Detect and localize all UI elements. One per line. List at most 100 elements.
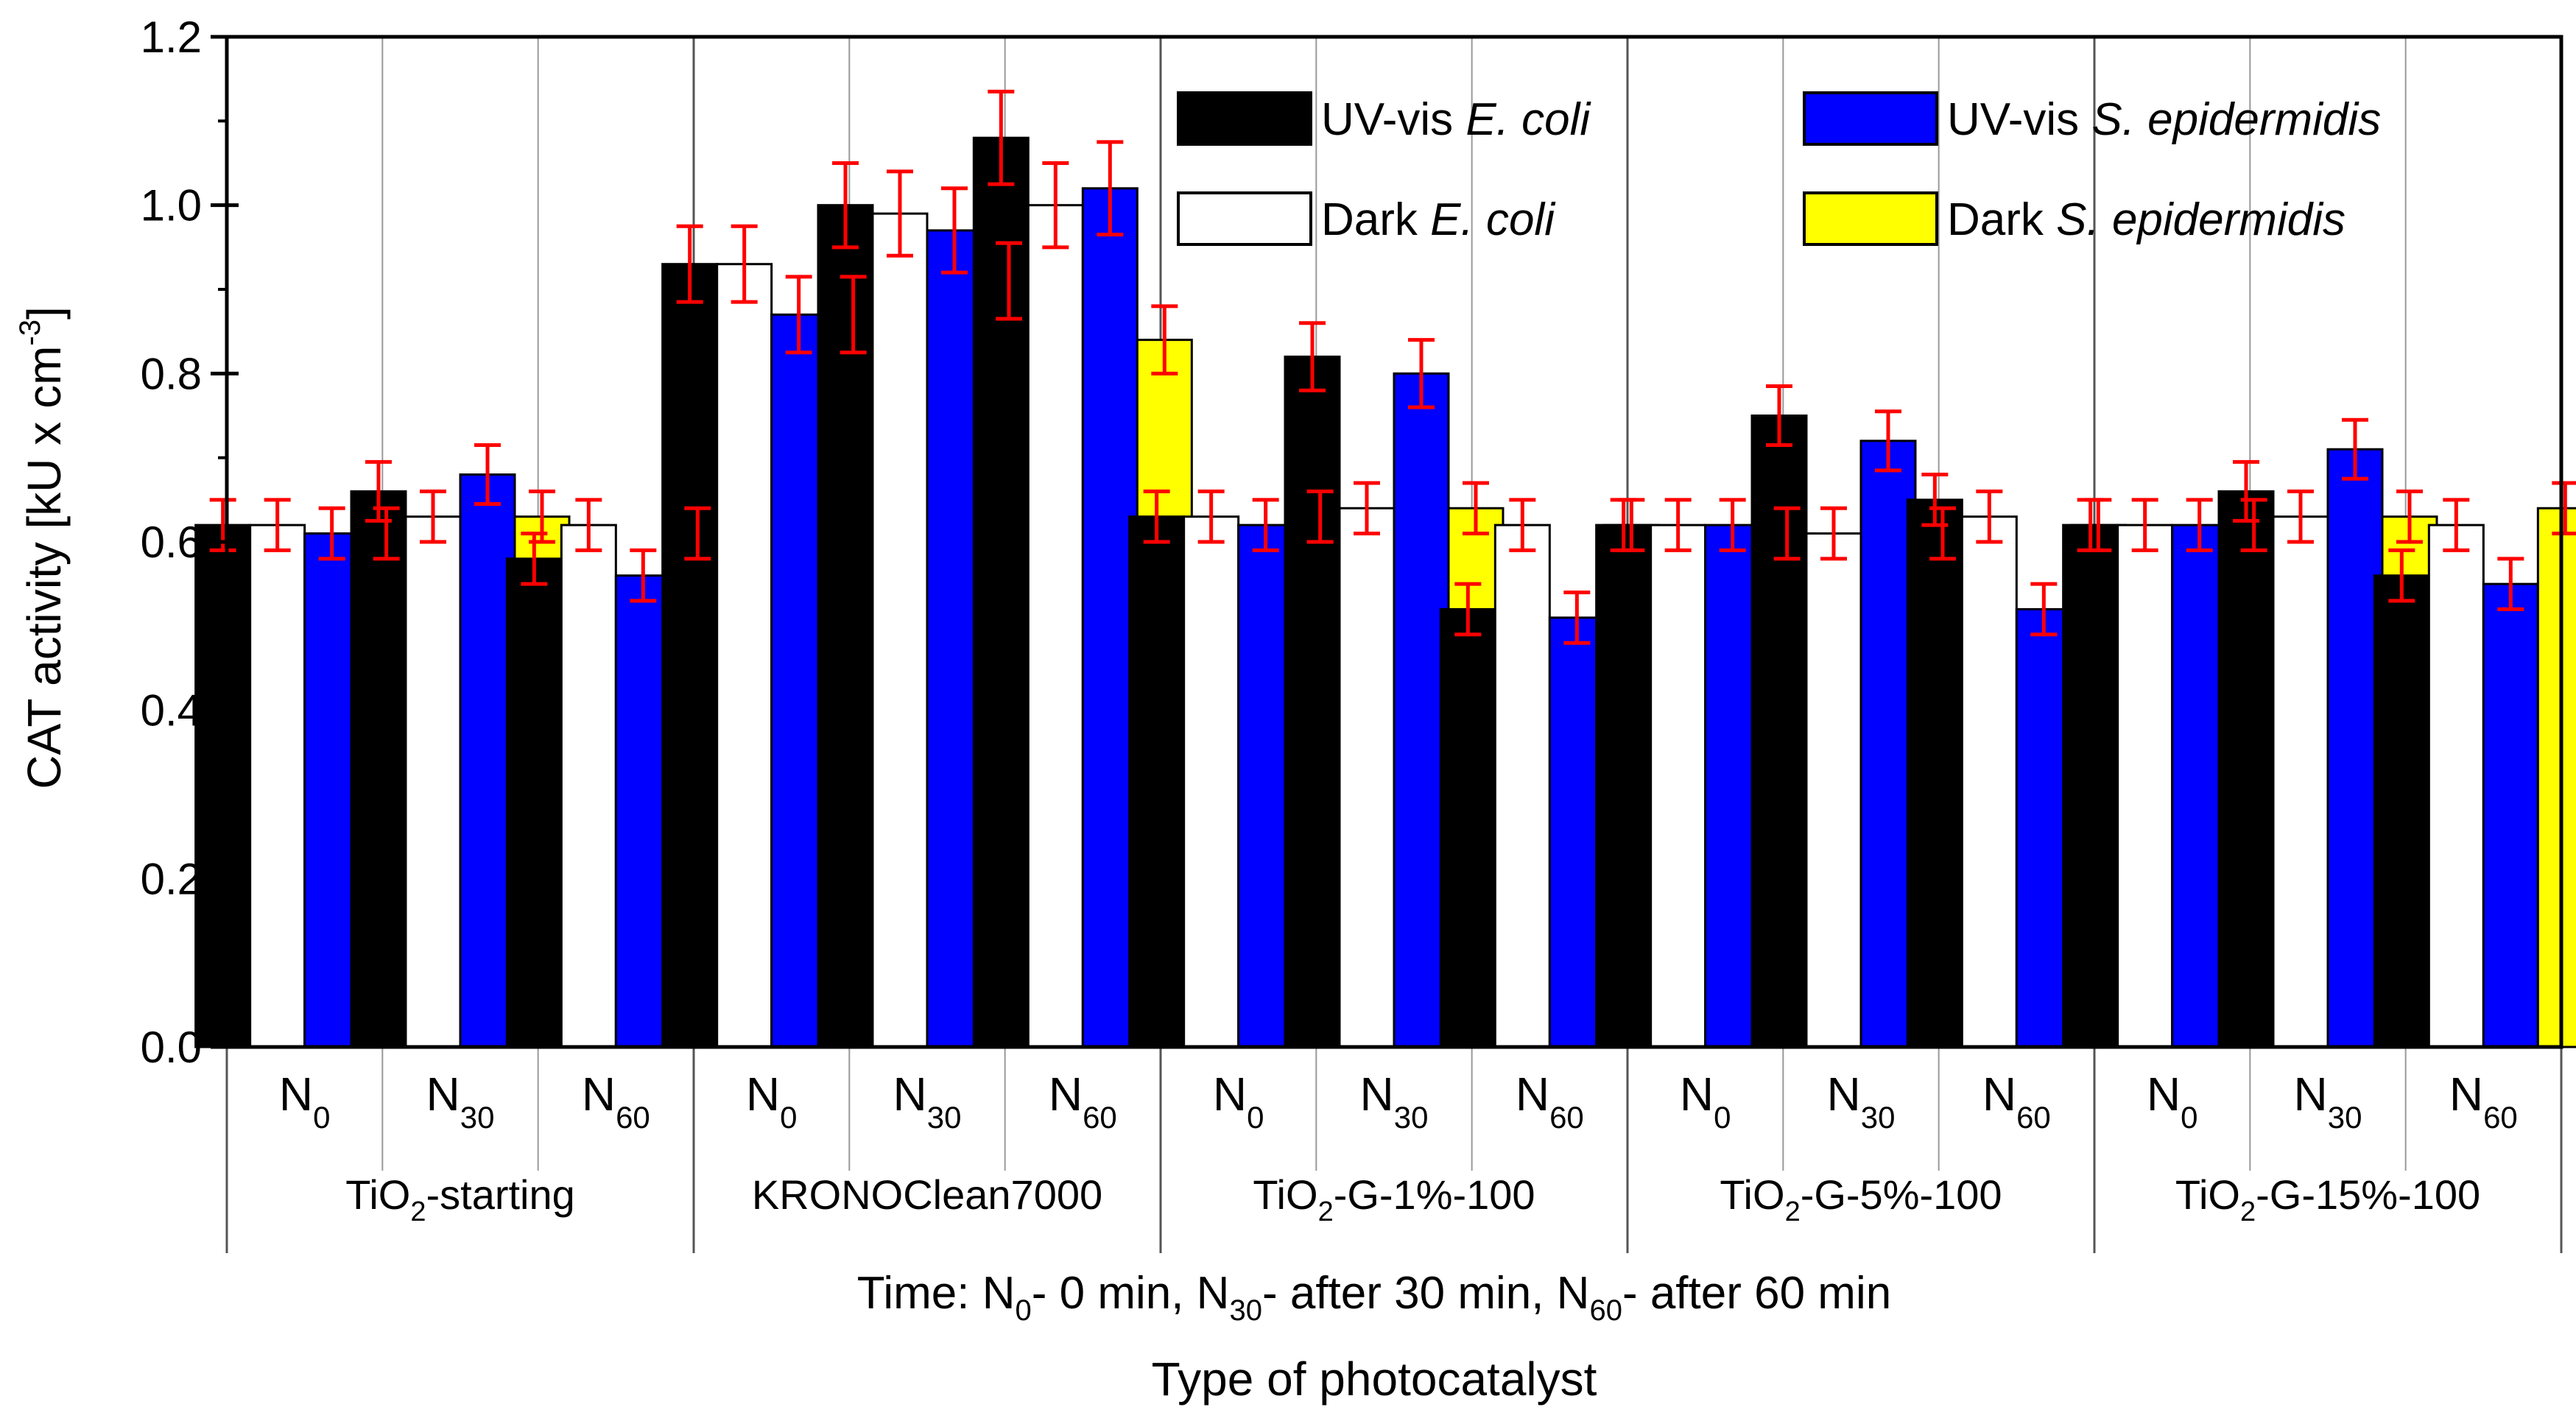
error-bar (1664, 498, 1692, 552)
legend-item: Dark S. epidermidis (1803, 191, 2346, 246)
time-note: Time: N0- 0 min, N30- after 30 min, N60-… (857, 1268, 1891, 1327)
legend-label: Dark S. epidermidis (1947, 194, 2346, 245)
bar-dark-e-coli (404, 515, 462, 1048)
x-group-label-rest: -starting (426, 1171, 574, 1218)
error-bar (887, 169, 913, 258)
legend-swatch (1177, 91, 1312, 146)
x-subcategory-subscript: 30 (2328, 1100, 2362, 1135)
error-bar (2077, 498, 2104, 552)
x-subcategory-label: N0 (746, 1068, 798, 1135)
error-bar (2030, 582, 2058, 637)
bar-uv-vis-e-coli (2217, 490, 2275, 1048)
x-group-label-main: TiO (1253, 1171, 1317, 1218)
legend-label-prefix: Dark (1947, 194, 2056, 245)
x-subcategory-base: N (1213, 1068, 1247, 1121)
bar-dark-e-coli (1183, 515, 1240, 1048)
y-tick-label: 1.2 (141, 13, 202, 62)
bar-uv-vis-e-coli (1128, 515, 1186, 1048)
error-bar (264, 498, 291, 552)
legend-item: UV-vis E. coli (1177, 91, 1591, 146)
time-note-p4: - after 60 min (1622, 1268, 1891, 1319)
error-bar (2552, 481, 2576, 536)
bar-uv-vis-e-coli (1284, 355, 1341, 1048)
x-subcategory-base: N (1982, 1068, 2016, 1121)
bar-uv-vis-s-epidermidis (1237, 523, 1295, 1048)
bar-uv-vis-e-coli (661, 263, 719, 1048)
bar-uv-vis-e-coli (972, 136, 1030, 1048)
time-note-sub1: 0 (1016, 1294, 1032, 1327)
x-subcategory-label: N60 (2449, 1068, 2518, 1135)
x-group-label-rest: -G-15%-100 (2256, 1171, 2480, 1218)
error-bar (731, 224, 758, 304)
x-subcategory-base: N (2294, 1068, 2328, 1121)
error-bar (630, 548, 657, 603)
error-bar (1766, 384, 1792, 448)
x-subcategory-base: N (1516, 1068, 1549, 1121)
axes-layer (211, 35, 2563, 1049)
y-tick-label: 1.0 (141, 181, 202, 230)
error-bar (988, 89, 1015, 186)
bar-dark-e-coli (2116, 523, 2174, 1048)
bar-uv-vis-e-coli (505, 557, 563, 1048)
bar-uv-vis-s-epidermidis (614, 574, 672, 1048)
time-note-p3: - after 30 min, N (1262, 1268, 1589, 1319)
x-subcategory-label: N30 (426, 1068, 495, 1135)
error-bar (1197, 489, 1225, 544)
error-bar (840, 275, 867, 355)
x-subcategory-base: N (2449, 1068, 2483, 1121)
x-subcategory-label: N0 (2147, 1068, 2198, 1135)
legend-label: Dark E. coli (1321, 194, 1556, 245)
x-subcategory-subscript: 60 (2483, 1100, 2518, 1135)
error-bar (1773, 506, 1801, 561)
time-note-sub3: 60 (1589, 1294, 1622, 1327)
error-bar (1563, 590, 1591, 645)
x-group-label: TiO2-G-15%-100 (2175, 1171, 2480, 1227)
bar-uv-vis-e-coli (817, 204, 874, 1048)
x-subcategory-base: N (893, 1068, 927, 1121)
bar-uv-vis-e-coli (1906, 498, 1963, 1048)
error-bar (1143, 489, 1170, 544)
x-subcategory-base: N (1827, 1068, 1861, 1121)
legend-label: UV-vis S. epidermidis (1947, 94, 2381, 145)
error-bar (676, 224, 703, 304)
x-subcategory-base: N (2147, 1068, 2181, 1121)
x-group-label: TiO2-G-5%-100 (1720, 1171, 2002, 1227)
x-subcategory-label: N30 (1827, 1068, 1896, 1135)
error-bar (365, 459, 392, 523)
bar-uv-vis-e-coli (2373, 574, 2430, 1048)
x-subcategory-base: N (1360, 1068, 1394, 1121)
bar-dark-e-coli (716, 263, 773, 1048)
error-bar (2342, 417, 2368, 481)
time-note-sub2: 30 (1229, 1294, 1262, 1327)
error-bar (1151, 304, 1178, 375)
error-bar (1463, 481, 1489, 536)
error-bar (2186, 498, 2213, 552)
x-group-labels: TiO2-starting KRONOClean7000 TiO2-G-1%-100… (345, 1171, 2480, 1227)
error-bar (1252, 498, 1279, 552)
error-bar (420, 489, 446, 544)
x-group-label-main: KRONOClean7000 (752, 1171, 1102, 1218)
error-bar (1042, 161, 1069, 250)
x-group-label-main: TiO (1720, 1171, 1784, 1218)
x-subcategory-label: N30 (893, 1068, 962, 1135)
x-group-label-subscript: 2 (2240, 1196, 2256, 1227)
x-group-label-main: TiO (345, 1171, 410, 1218)
x-subcategory-label: N30 (1360, 1068, 1429, 1135)
x-subcategory-subscript: 60 (1083, 1100, 1117, 1135)
x-subcategory-base: N (426, 1068, 460, 1121)
x-subcategory-subscript: 30 (1861, 1100, 1896, 1135)
bar-dark-e-coli (1338, 507, 1396, 1048)
bar-uv-vis-s-epidermidis (2482, 582, 2539, 1048)
error-bars-layer (209, 89, 2576, 645)
y-tick-label: 0.4 (141, 686, 202, 736)
x-group-label-main: TiO (2175, 1171, 2240, 1218)
bar-uv-vis-e-coli (350, 490, 407, 1048)
x-subcategory-subscript: 60 (616, 1100, 650, 1135)
x-subcategory-label: N0 (279, 1068, 331, 1135)
x-group-label-rest: -G-1%-100 (1334, 1171, 1535, 1218)
x-subcategory-label: N0 (1213, 1068, 1264, 1135)
error-bar (2131, 498, 2158, 552)
legend: UV-vis E. coli Dark E. coli UV-vis S. epid… (1177, 91, 2381, 246)
error-bar (684, 506, 711, 561)
